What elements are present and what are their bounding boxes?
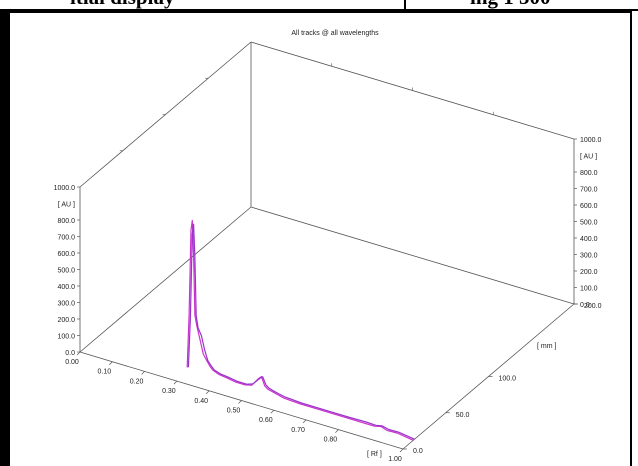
z-right-tick-label: 1000.0	[580, 137, 602, 144]
z-left-tick-label: 700.0	[57, 235, 75, 242]
y-tick-label: 200.0	[584, 303, 602, 310]
header-left-text: itial display	[70, 0, 174, 8]
x-tick-label: 0.70	[291, 427, 305, 434]
x-tick-mark	[76, 351, 81, 356]
axis-ticks: 0.00 0.10 0.20 0.30 0.40 0.50 0.60 0.70 0.80 1.00…	[54, 63, 602, 463]
z-left-axis-label: [ AU ]	[58, 202, 75, 209]
z-left-tick-label: 600.0	[57, 251, 75, 258]
z-left-tick-label: 300.0	[57, 301, 75, 308]
y-axis-label: [ mm ]	[537, 343, 556, 350]
x-tick-mark	[302, 419, 307, 424]
z-right-tick-label: 500.0	[580, 220, 598, 227]
frame-top-border	[10, 11, 632, 13]
frame-right-border	[630, 11, 632, 466]
frame-left-border	[0, 11, 10, 466]
z-right-tick-label: 100.0	[580, 286, 598, 293]
x-tick-mark	[238, 400, 242, 404]
x-tick-mark	[399, 448, 404, 453]
x-tick-mark	[205, 390, 210, 395]
z-right-tick-label: 800.0	[580, 170, 598, 177]
z-left-tick-label: 800.0	[57, 218, 75, 225]
chart-title: All tracks @ all wavelengths	[291, 30, 379, 37]
series-line	[186, 219, 414, 441]
x-tick-mark	[270, 409, 275, 414]
z-right-axis-label: [ AU ]	[580, 154, 597, 161]
header-right-text: ing 1 500	[470, 0, 551, 8]
x-tick-label: 0.40	[194, 398, 208, 405]
y-tick-label: 0.0	[413, 448, 423, 455]
header-left-rule	[0, 9, 404, 11]
z-left-tick-label: 100.0	[57, 334, 75, 341]
z-left-tick-label: 500.0	[57, 268, 75, 275]
z-right-tick-label: 0.0	[580, 302, 590, 309]
x-tick-mark	[173, 380, 178, 385]
y-tick-label: 100.0	[499, 376, 517, 383]
z-right-tick-label: 300.0	[580, 253, 598, 260]
plot-box	[79, 41, 575, 450]
z-right-tick-label: 200.0	[580, 269, 598, 276]
x-tick-mark	[109, 361, 113, 365]
x-tick-label: 1.00	[388, 456, 402, 463]
z-left-tick-label: 0.0	[65, 350, 75, 357]
floor-back-edge	[250, 206, 575, 305]
z-left-tick-label: 400.0	[57, 284, 75, 291]
z-left-tick-label: 200.0	[57, 317, 75, 324]
header-right-rule	[406, 9, 638, 11]
y-tick-label: 50.0	[456, 412, 470, 419]
series-line	[187, 223, 415, 440]
floor-left-edge	[79, 206, 252, 353]
x-tick-mark	[335, 429, 339, 433]
header-divider	[404, 0, 406, 11]
x-tick-label: 0.60	[259, 417, 273, 424]
x-tick-label: 0.00	[65, 359, 79, 366]
z-right-tick-label: 700.0	[580, 187, 598, 194]
z-right-tick-label: 400.0	[580, 236, 598, 243]
chart-3d-plot: All tracks @ all wavelengths 0.00 0.10 0.2…	[54, 30, 602, 463]
x-tick-label: 0.80	[324, 437, 338, 444]
x-axis-label: [ Rf ]	[367, 451, 382, 458]
x-tick-label: 0.30	[162, 388, 176, 395]
x-tick-label: 0.50	[227, 408, 241, 415]
x-tick-label: 0.20	[130, 378, 144, 385]
header-strip: itial display ing 1 500	[0, 0, 638, 12]
x-tick-label: 0.10	[97, 369, 111, 376]
series-lines	[186, 219, 415, 441]
z-left-tick-label: 1000.0	[54, 185, 76, 192]
z-right-tick-label: 600.0	[580, 203, 598, 210]
x-tick-mark	[141, 371, 145, 375]
